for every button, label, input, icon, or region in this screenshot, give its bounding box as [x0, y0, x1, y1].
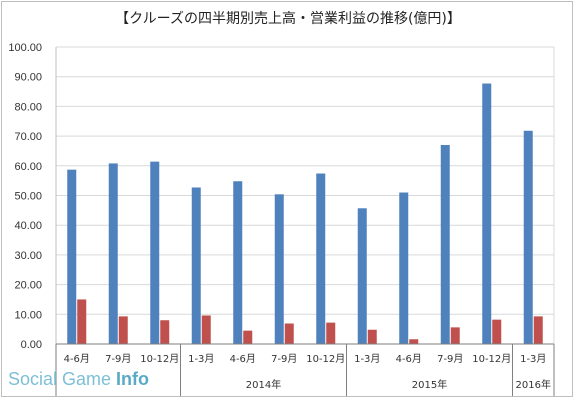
y-tick-label: 40.00 [14, 220, 42, 232]
y-tick-label: 20.00 [14, 280, 42, 292]
x-tick-label: 1-3月 [520, 353, 546, 365]
bar-series2 [284, 323, 294, 344]
bar-series1 [440, 145, 450, 344]
y-tick-label: 60.00 [14, 161, 42, 173]
y-tick-label: 50.00 [14, 191, 42, 203]
y-tick-label: 70.00 [14, 131, 42, 143]
y-axis-ticks: 0.00 10.00 20.00 30.00 40.00 50.00 60.00 70.00 8… [8, 42, 42, 351]
year-label: 2015年 [412, 378, 447, 391]
bar-series1 [191, 187, 201, 344]
bar-series2 [160, 320, 170, 344]
bar-series2 [367, 329, 377, 344]
x-tick-label: 7-9月 [271, 353, 297, 365]
bar-series1 [399, 192, 409, 344]
x-tick-label: 10-12月 [140, 353, 179, 365]
bar-series2 [409, 339, 419, 344]
x-tick-label: 10-12月 [472, 353, 511, 365]
bar-series2 [492, 319, 502, 344]
x-tick-label: 4-6月 [396, 353, 422, 365]
gridlines [55, 46, 555, 345]
x-tick-label: 1-3月 [188, 353, 214, 365]
bar-series1 [482, 83, 492, 344]
bar-series1 [274, 194, 284, 344]
bar-series1 [357, 208, 367, 344]
bar-series1 [108, 163, 118, 344]
x-tick-label: 7-9月 [437, 353, 463, 365]
bar-series1 [316, 173, 326, 344]
bar-series2 [201, 315, 211, 344]
y-tick-label: 10.00 [14, 309, 42, 321]
y-tick-label: 80.00 [14, 101, 42, 113]
year-label: 2016年 [516, 378, 551, 391]
y-tick-label: 30.00 [14, 250, 42, 262]
bars [67, 83, 543, 344]
x-tick-label: 4-6月 [64, 353, 90, 365]
bar-series2 [450, 327, 460, 344]
bar-series2 [77, 299, 87, 344]
bar-series1 [67, 169, 77, 344]
bar-series2 [326, 322, 336, 344]
bar-series2 [243, 330, 253, 344]
x-tick-label: 1-3月 [354, 353, 380, 365]
x-axis: 4-6月 7-9月 10-12月 1-3月 4-6月 7-9月 10-12月 1-3月 4-6月… [55, 343, 555, 396]
bar-series1 [150, 161, 160, 344]
bar-series2 [118, 316, 128, 344]
x-tick-label: 7-9月 [105, 353, 131, 365]
bar-series2 [533, 316, 543, 344]
watermark-logo: Social Game Info [8, 369, 150, 389]
y-tick-label: 100.00 [8, 42, 42, 54]
x-tick-label: 4-6月 [230, 353, 256, 365]
y-tick-label: 90.00 [14, 72, 42, 84]
y-tick-label: 0.00 [21, 339, 42, 351]
year-label: 2014年 [246, 378, 281, 391]
bar-series1 [523, 130, 533, 344]
chart-title: 【クルーズの四半期別売上高・営業利益の推移(億円)】 [115, 11, 461, 27]
x-tick-label: 10-12月 [306, 353, 345, 365]
bar-series1 [233, 181, 243, 344]
